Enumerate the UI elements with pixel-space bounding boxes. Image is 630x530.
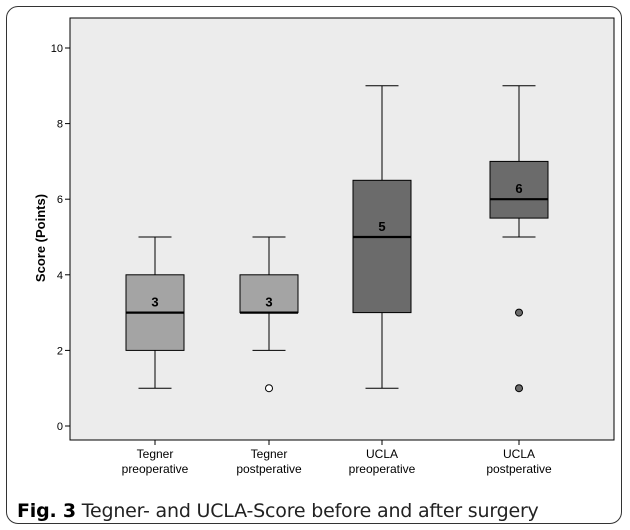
median-label: 5 xyxy=(378,219,385,234)
box-series: 3 3 5 6 xyxy=(125,85,549,393)
y-tick-label: 4 xyxy=(57,270,63,282)
x-category-label-line1: Tegner xyxy=(137,447,174,461)
x-category-label-line2: preoperative xyxy=(349,462,416,476)
outlier-point xyxy=(265,384,273,393)
caption-text: Tegner- and UCLA-Score before and after … xyxy=(81,500,539,522)
outlier-point xyxy=(515,384,523,393)
x-axis: TegnerpreoperativeTegnerpostperativeUCLA… xyxy=(122,440,552,476)
box-group: 3 xyxy=(125,236,185,389)
figure-caption: Fig. 3 Tegner- and UCLA-Score before and… xyxy=(17,500,539,522)
box-group: 5 xyxy=(352,85,412,389)
outlier-point xyxy=(515,308,523,317)
median-label: 3 xyxy=(265,295,272,310)
y-tick-label: 6 xyxy=(57,194,63,206)
median-label: 3 xyxy=(151,295,158,310)
box-group: 3 xyxy=(239,236,299,393)
figure-frame xyxy=(6,6,622,524)
y-tick-label: 0 xyxy=(57,421,63,433)
box-iqr xyxy=(239,274,299,314)
y-axis: 0 2 4 6 8 10 xyxy=(51,43,70,433)
x-category-label-line2: preoperative xyxy=(122,462,189,476)
y-tick-label: 2 xyxy=(57,345,63,357)
median-label: 6 xyxy=(515,181,522,196)
x-category-label-line1: UCLA xyxy=(503,447,535,461)
x-category-label-line2: postperative xyxy=(236,462,302,476)
y-tick-label: 8 xyxy=(57,119,63,131)
box-iqr xyxy=(352,179,412,314)
x-category-label-line2: postperative xyxy=(486,462,552,476)
x-category-label-line1: UCLA xyxy=(366,447,398,461)
box-iqr xyxy=(489,160,549,219)
box-group: 6 xyxy=(489,85,549,393)
plot-area xyxy=(69,17,615,441)
y-tick-label: 10 xyxy=(51,43,63,55)
x-category-label-line1: Tegner xyxy=(251,447,288,461)
caption-figure-label: Fig. 3 xyxy=(17,500,76,522)
y-axis-label: Score (Points) xyxy=(33,194,48,282)
